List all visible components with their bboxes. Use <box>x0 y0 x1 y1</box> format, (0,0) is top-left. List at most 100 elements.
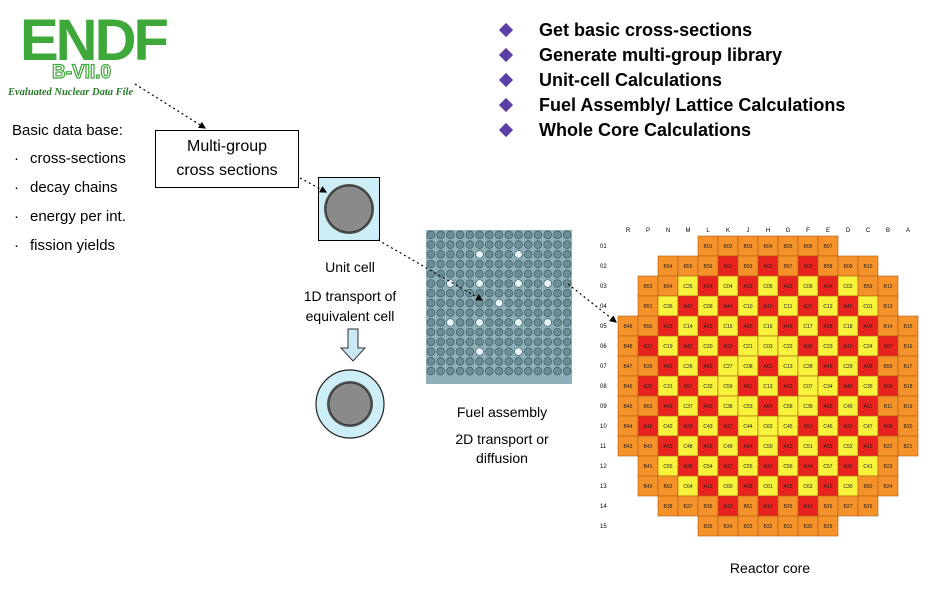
svg-text:B26: B26 <box>824 504 833 510</box>
fuel-pin <box>533 230 543 240</box>
core-row-label: 11 <box>600 444 607 450</box>
svg-text:C38: C38 <box>723 404 732 410</box>
svg-text:C54: C54 <box>703 464 712 470</box>
core-assembly-cell: A48 <box>817 355 839 377</box>
core-assembly-cell: B02 <box>717 235 739 257</box>
core-assembly-cell: B42 <box>637 435 659 457</box>
database-item-label: fission yields <box>30 237 116 254</box>
svg-text:B59: B59 <box>884 364 893 370</box>
fuel-pin <box>465 269 475 279</box>
fuel-pin <box>465 347 475 356</box>
core-assembly-cell: C07 <box>797 375 819 397</box>
svg-text:B57: B57 <box>784 264 793 270</box>
step-item: Get basic cross-sections <box>497 20 845 45</box>
core-assembly-cell: A03 <box>797 255 819 277</box>
svg-text:B27: B27 <box>844 504 853 510</box>
core-assembly-cell: B53 <box>637 275 659 297</box>
fuel-pin <box>475 366 484 376</box>
svg-text:C39: C39 <box>803 404 812 410</box>
fuel-pin <box>543 308 552 317</box>
core-assembly-cell: B57 <box>777 255 799 277</box>
water-rod <box>446 318 455 327</box>
fuel-pin <box>485 250 494 259</box>
fuel-pin <box>553 259 562 269</box>
svg-text:B24: B24 <box>884 484 893 490</box>
fuel-pin <box>562 347 572 356</box>
core-assembly-cell: A15 <box>717 495 739 517</box>
core-assembly-cell: C19 <box>657 335 679 357</box>
svg-text:B40: B40 <box>644 484 653 490</box>
fuel-pin <box>436 230 445 240</box>
core-assembly-cell: C08 <box>737 355 759 377</box>
fuel-pin <box>485 259 494 269</box>
svg-text:C13: C13 <box>783 364 792 370</box>
fuel-pin <box>504 289 513 298</box>
core-assembly-cell: C54 <box>697 455 719 477</box>
svg-text:C41: C41 <box>863 464 872 470</box>
fuel-pin <box>514 308 523 317</box>
core-assembly-cell: A01 <box>717 255 739 277</box>
fuel-pin <box>514 366 523 376</box>
core-assembly-cell: C38 <box>717 395 739 417</box>
fuel-pin <box>533 269 543 279</box>
core-assembly-cell: A41 <box>657 355 679 377</box>
svg-text:B17: B17 <box>904 364 913 370</box>
fuel-pin <box>436 289 445 298</box>
svg-text:A35: A35 <box>784 484 793 490</box>
core-assembly-cell: B20 <box>897 415 919 437</box>
svg-text:A37: A37 <box>724 424 733 430</box>
svg-text:B42: B42 <box>644 444 653 450</box>
core-assembly-cell: B41 <box>637 455 659 477</box>
fuel-pin <box>562 269 572 279</box>
core-assembly-cell: B47 <box>617 355 639 377</box>
fuel-pin <box>523 230 533 240</box>
svg-text:B32: B32 <box>764 524 773 530</box>
svg-text:A64: A64 <box>764 404 773 410</box>
fuel-pin <box>426 269 436 279</box>
multigroup-box: Multi-group cross sections <box>155 130 299 188</box>
fuel-pin <box>543 337 552 347</box>
svg-text:B03: B03 <box>744 244 753 250</box>
core-column-label: B <box>886 228 890 234</box>
fuel-pin <box>436 250 445 259</box>
core-assembly-cell: B53 <box>737 255 759 277</box>
svg-text:C26: C26 <box>683 364 692 370</box>
fuel-pin <box>553 347 562 356</box>
core-assembly-cell: A61 <box>737 375 759 397</box>
diamond-bullet-icon <box>498 97 514 113</box>
svg-text:A44: A44 <box>724 304 733 310</box>
core-column-label: E <box>826 228 830 234</box>
step-label: Fuel Assembly/ Lattice Calculations <box>539 95 846 115</box>
fuel-pin <box>436 357 445 366</box>
fuel-pin <box>562 308 572 317</box>
svg-text:A26: A26 <box>784 284 793 290</box>
fuel-pin <box>455 269 465 279</box>
svg-text:B43: B43 <box>624 444 633 450</box>
svg-text:A58: A58 <box>704 444 713 450</box>
fuel-pin <box>533 250 543 259</box>
fuel-pin <box>455 230 465 240</box>
core-assembly-cell: A49 <box>837 375 859 397</box>
logo-version-text: B-VII.0 <box>51 61 112 83</box>
core-assembly-cell: A28 <box>817 315 839 337</box>
fuel-pin <box>523 347 533 356</box>
core-assembly-cell: A33 <box>717 335 739 357</box>
svg-text:A32: A32 <box>844 424 853 430</box>
database-item: · cross-sections <box>14 150 126 179</box>
core-assembly-cell: A62 <box>757 355 779 377</box>
fuel-pin <box>436 347 445 356</box>
core-assembly-cell: B33 <box>737 515 759 537</box>
svg-text:B10: B10 <box>864 264 873 270</box>
svg-text:A02: A02 <box>764 264 773 270</box>
fuel-pin <box>426 337 436 347</box>
database-item-label: cross-sections <box>30 150 126 167</box>
core-assembly-cell: C25 <box>677 275 699 297</box>
svg-text:A51: A51 <box>804 424 813 430</box>
database-item-label: decay chains <box>30 179 118 196</box>
core-assembly-cell: B60 <box>857 475 879 497</box>
fuel-pin <box>523 366 533 376</box>
svg-text:B49: B49 <box>624 324 633 330</box>
svg-text:C27: C27 <box>723 364 732 370</box>
core-assembly-cell: C31 <box>657 375 679 397</box>
svg-text:B45: B45 <box>624 404 633 410</box>
